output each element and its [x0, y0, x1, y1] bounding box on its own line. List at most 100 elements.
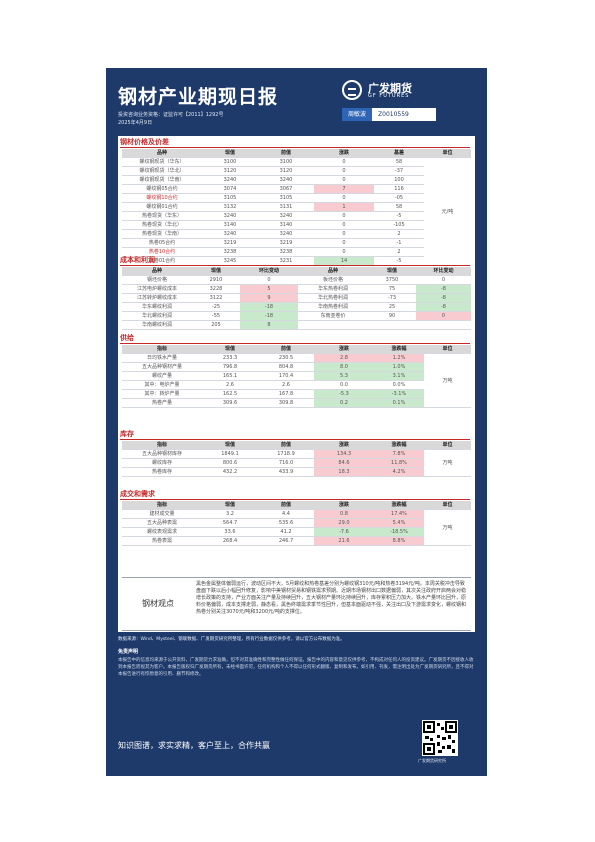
row-label: 螺纹钢01合约: [122, 202, 202, 212]
change-percent: -3.1%: [374, 389, 424, 399]
change-percent: 0.0%: [374, 380, 424, 390]
row-label: 螺纹钢现货（华东）: [122, 157, 202, 167]
table-row: 热卷10合约 3238 3238 0 2: [122, 247, 471, 257]
current-value: 3238: [202, 247, 258, 257]
change-value: 21.6: [314, 536, 374, 546]
row-label: 东南亚卷价: [298, 311, 368, 321]
supply-table: 指标 现值 前值 涨跌 涨跌幅 单位 日均铁水产量 233.3 230.5 2.8 1.2% 万吨 五大…: [122, 345, 471, 408]
row-label: 建材成交量: [122, 509, 202, 519]
current-value: -55: [192, 311, 240, 321]
change-value: 0: [314, 247, 374, 257]
disclaimer-text: 本报告中的信息均来源于公开资料，广发期货力求准确，但不对其准确性和完整性做任何保…: [118, 658, 474, 677]
previous-value: 1718.9: [258, 449, 314, 459]
previous-value: 3100: [258, 157, 314, 167]
table-row: 螺纹钢现货（华南） 3240 3240 0 100: [122, 175, 471, 185]
change-value: 0: [314, 175, 374, 185]
previous-value: 716.0: [258, 458, 314, 468]
current-value: 3100: [202, 157, 258, 167]
current-value: 33.6: [202, 527, 258, 537]
logo-mark-icon: [342, 80, 362, 100]
table-header: 指标 现值 前值 涨跌 涨跌幅 单位: [122, 345, 471, 354]
report-title: 钢材产业期现日报: [118, 86, 279, 108]
change-value: -7.6: [314, 527, 374, 537]
change-value: -5.3: [314, 389, 374, 399]
section-title-supply: 供给: [120, 334, 470, 344]
section-title-demand: 成交和需求: [120, 490, 470, 500]
table-row: 螺纹库存 800.6 716.0 84.6 11.8%: [122, 458, 471, 468]
unit-label: 元/吨: [424, 157, 471, 266]
row-label: 热卷表需: [122, 536, 202, 546]
change-value: 84.6: [314, 458, 374, 468]
basis-value: -1: [374, 238, 424, 248]
market-view-label: 钢材观点: [142, 599, 174, 608]
row-label: 热卷05合约: [122, 238, 202, 248]
table-header: 品种 现值 前值 涨跌 基差 单位: [122, 149, 471, 158]
table-row: 五大品种钢材库存 1849.1 1718.9 134.3 7.8% 万吨: [122, 449, 471, 477]
current-value: 3122: [192, 293, 240, 303]
column-header: 前值: [258, 501, 314, 510]
mom-change: 9: [240, 293, 298, 303]
unit-label: 万吨: [424, 509, 471, 546]
table-row: 螺纹钢05合约 3074 3067 7 116: [122, 184, 471, 194]
current-value: 2910: [192, 275, 240, 285]
column-header: 前值: [258, 149, 314, 158]
change-value: 0.8: [314, 509, 374, 519]
column-header: 涨跌幅: [374, 501, 424, 510]
table-row: 螺纹钢现货（华北） 3120 3120 0 -37: [122, 166, 471, 176]
column-header: 前值: [258, 441, 314, 450]
column-header: 指标: [122, 441, 202, 450]
current-value: 3105: [202, 193, 258, 203]
change-value: 18.3: [314, 467, 374, 477]
change-value: 0: [314, 238, 374, 248]
row-label: 螺纹库存: [122, 458, 202, 468]
current-value: 3219: [202, 238, 258, 248]
license-info: 投资咨询业务资格：证监许可【2011】1292号: [118, 112, 224, 118]
current-value: 3750: [368, 275, 416, 285]
row-label: 五大品种钢材产量: [122, 362, 202, 372]
row-label: 华北热卷利润: [298, 293, 368, 303]
row-label: 热卷现货（华东）: [122, 211, 202, 221]
demand-table: 指标 现值 前值 涨跌 涨跌幅 单位 建材成交量 3.2 4.4 0.8 17.4% 万吨 五大品种表需…: [122, 501, 471, 546]
column-header: 现值: [202, 441, 258, 450]
current-value: 3240: [202, 175, 258, 185]
current-value: 3120: [202, 166, 258, 176]
current-value: [368, 320, 416, 330]
current-value: 75: [368, 284, 416, 294]
column-header: 现值: [202, 501, 258, 510]
column-header: 前值: [258, 345, 314, 354]
mom-change: -8: [416, 293, 471, 303]
cost-table: 品种 现值 环比变动 品种 现值 环比变动 钢坯价格 2910 0 板坯价格 3750 0 江苏电炉螺纹…: [122, 267, 471, 330]
row-label: 华东螺纹利润: [122, 302, 192, 312]
current-value: 3240: [202, 211, 258, 221]
mom-change: 0: [416, 311, 471, 321]
previous-value: 804.8: [258, 362, 314, 372]
table-row: 五大品种表需 564.7 535.6 29.0 5.4%: [122, 518, 471, 528]
current-value: 90: [368, 311, 416, 321]
column-header: 环比变动: [416, 267, 471, 276]
change-value: 0: [314, 166, 374, 176]
row-label: 五大品种表需: [122, 518, 202, 528]
column-header: 指标: [122, 345, 202, 354]
column-header: 现值: [202, 345, 258, 354]
column-header: 单位: [424, 149, 471, 158]
column-header: 单位: [424, 501, 471, 510]
logo-text-en: GF FUTURES: [368, 93, 410, 99]
table-header: 指标 现值 前值 涨跌 涨跌幅 单位: [122, 501, 471, 510]
row-label: 五大品种钢材库存: [122, 449, 202, 459]
analyst-id: Z0010559: [372, 108, 437, 121]
row-label: 江苏转炉螺纹成本: [122, 293, 192, 303]
basis-value: 2: [374, 247, 424, 257]
change-value: 5.3: [314, 371, 374, 381]
change-percent: 17.4%: [374, 509, 424, 519]
row-label: 华南螺纹利润: [122, 320, 192, 330]
column-header: 涨跌: [314, 345, 374, 354]
qr-code-icon: [422, 720, 458, 756]
column-header: 环比变动: [240, 267, 298, 276]
market-view: 钢材观点 黑色金属整体偏弱运行，波动区间不大。5月螺纹和热卷基差分别为螺纹钢31…: [122, 577, 471, 631]
change-value: 0.0: [314, 380, 374, 390]
row-label: 板坯价格: [298, 275, 368, 285]
row-label: 热卷现货（华北）: [122, 220, 202, 230]
change-percent: 7.8%: [374, 449, 424, 459]
current-value: -73: [368, 293, 416, 303]
logo-text-cn: 广发期货: [368, 82, 412, 95]
